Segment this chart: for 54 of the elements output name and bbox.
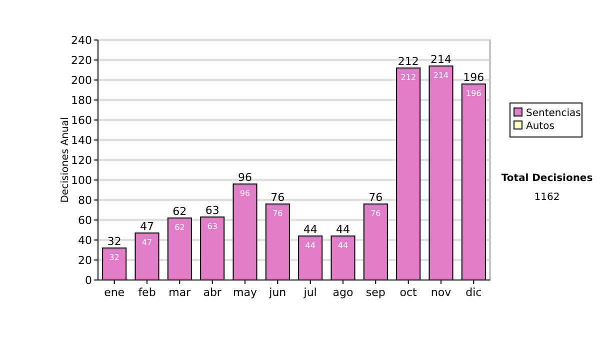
total-label: 47 (140, 220, 154, 233)
data-label: 214 (433, 71, 449, 80)
data-label: 47 (142, 238, 152, 247)
x-tick-label: may (233, 286, 258, 299)
y-tick-label: 80 (78, 194, 92, 207)
total-label: 76 (368, 191, 383, 204)
y-tick-label: 220 (71, 54, 92, 67)
y-tick-label: 60 (78, 214, 92, 227)
data-label: 76 (370, 209, 381, 218)
data-label: 44 (305, 241, 316, 250)
data-label: 76 (272, 209, 283, 218)
y-tick-label: 120 (71, 154, 92, 167)
x-tick-label: jul (302, 286, 317, 299)
y-tick-label: 100 (71, 174, 92, 187)
y-tick-label: 20 (78, 254, 92, 267)
x-tick-label: dic (466, 286, 482, 299)
data-label: 196 (466, 89, 482, 98)
data-label: 96 (240, 189, 250, 198)
y-tick-label: 200 (71, 74, 92, 87)
data-label: 63 (207, 222, 218, 231)
text: Total Decisiones (501, 173, 593, 184)
y-tick-label: 180 (71, 94, 92, 107)
total-label: 196 (463, 71, 484, 84)
x-tick-label: nov (430, 286, 452, 299)
total-label: 62 (172, 205, 187, 218)
total-label: 96 (238, 171, 252, 184)
x-tick-label: ene (104, 286, 125, 299)
legend-label: Autos (526, 121, 554, 132)
total-label: 44 (336, 223, 350, 236)
y-tick-label: 240 (71, 34, 92, 47)
x-tick-label: ago (332, 286, 354, 299)
y-axis-title: Decisiones Anual (60, 117, 71, 203)
x-tick-label: abr (203, 286, 222, 299)
total-label: 32 (107, 235, 122, 248)
data-label: 62 (174, 223, 185, 232)
y-tick-label: 0 (85, 274, 92, 287)
text: 1162 (534, 192, 560, 203)
total-label: 44 (303, 223, 318, 236)
x-tick-label: feb (138, 286, 156, 299)
data-label: 212 (400, 73, 416, 82)
x-tick-label: sep (366, 286, 386, 299)
data-label: 44 (338, 241, 348, 250)
total-label: 212 (398, 55, 419, 68)
y-tick-label: 160 (71, 114, 92, 127)
total-label: 63 (205, 204, 220, 217)
total-label: 214 (430, 53, 452, 66)
data-label: 32 (109, 253, 120, 262)
total-label: 76 (270, 191, 285, 204)
legend-label: Sentencias (526, 108, 581, 119)
y-tick-label: 140 (71, 134, 92, 147)
y-tick-label: 40 (78, 234, 92, 247)
x-tick-label: mar (168, 286, 192, 299)
x-tick-label: jun (268, 286, 286, 299)
x-tick-label: oct (400, 286, 418, 299)
